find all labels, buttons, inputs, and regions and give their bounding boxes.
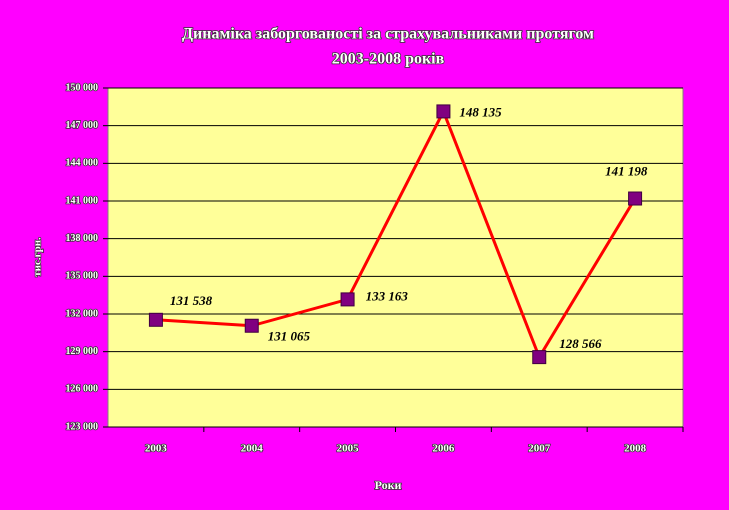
marker bbox=[244, 318, 259, 333]
x-tick-label: 2006 bbox=[432, 443, 455, 455]
data-label: 131 538 bbox=[170, 293, 213, 308]
y-tick-label: 129 000 bbox=[66, 346, 99, 357]
marker bbox=[436, 104, 451, 119]
marker bbox=[628, 191, 643, 206]
marker bbox=[148, 312, 163, 327]
x-tick-label: 2008 bbox=[624, 443, 647, 455]
chart-title: Динаміка заборгованості за страхувальник… bbox=[182, 26, 594, 43]
y-tick-label: 141 000 bbox=[66, 195, 99, 206]
x-tick-label: 2005 bbox=[337, 443, 360, 455]
y-tick-label: 126 000 bbox=[66, 384, 99, 395]
data-label: 148 135 bbox=[459, 104, 502, 119]
x-tick-label: 2004 bbox=[241, 443, 264, 455]
y-tick-label: 138 000 bbox=[66, 233, 99, 244]
plot-area bbox=[107, 87, 684, 428]
y-tick-label: 123 000 bbox=[66, 421, 99, 432]
y-tick-label: 132 000 bbox=[66, 308, 99, 319]
x-tick-label: 2003 bbox=[145, 443, 168, 455]
series-line bbox=[155, 107, 637, 361]
y-tick-label: 135 000 bbox=[66, 271, 99, 282]
marker bbox=[340, 292, 355, 307]
data-label: 141 198 bbox=[605, 163, 648, 178]
data-label: 131 065 bbox=[268, 329, 311, 344]
x-tick-label: 2007 bbox=[528, 443, 551, 455]
y-tick-label: 150 000 bbox=[66, 82, 99, 93]
marker bbox=[532, 350, 547, 365]
y-axis-label: тис.грн. bbox=[32, 237, 44, 277]
data-label: 128 566 bbox=[559, 336, 602, 351]
data-label: 133 163 bbox=[366, 288, 409, 303]
x-axis-label: Роки bbox=[375, 478, 402, 492]
y-tick-label: 147 000 bbox=[66, 120, 99, 131]
y-tick-label: 144 000 bbox=[66, 158, 99, 169]
chart-title: 2003-2008 років bbox=[332, 51, 445, 68]
